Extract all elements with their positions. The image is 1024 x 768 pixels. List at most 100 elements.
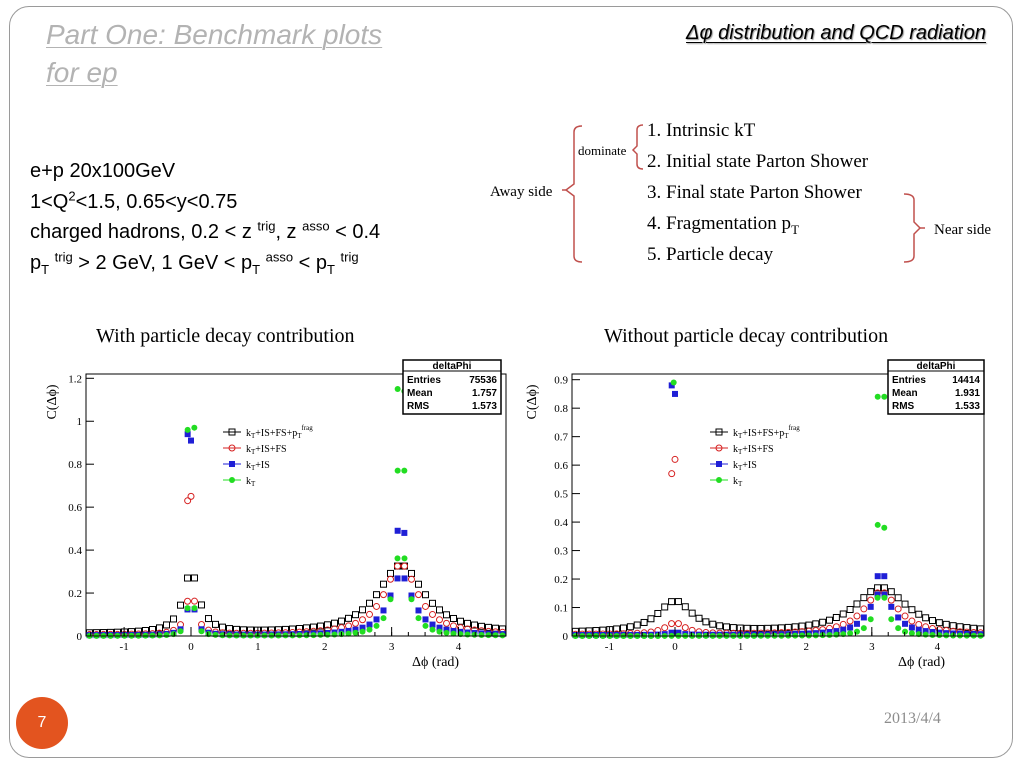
info-pt-sub: T <box>41 261 50 277</box>
data-point <box>668 470 676 478</box>
slide-title-line1: Part One: Benchmark plots <box>46 19 383 50</box>
y-tick-label: 0.6 <box>68 502 82 514</box>
data-point <box>212 620 219 628</box>
data-point <box>894 594 902 602</box>
data-point <box>184 605 191 612</box>
legend-marker-fs <box>228 444 236 452</box>
data-point <box>867 596 875 604</box>
info-pt-text2: < p <box>293 251 327 274</box>
data-point <box>408 596 415 603</box>
data-point <box>654 609 662 617</box>
data-point <box>840 626 847 633</box>
data-point <box>688 609 696 617</box>
stats-name: deltaPhi <box>433 361 472 372</box>
away-side-label: Away side <box>490 184 553 200</box>
data-point <box>943 632 950 639</box>
x-tick-label: 1 <box>738 641 744 653</box>
data-point <box>922 614 930 622</box>
near-side-label: Near side <box>934 222 991 238</box>
data-point <box>401 467 408 474</box>
data-point <box>935 619 943 627</box>
data-point <box>881 591 888 598</box>
data-point <box>310 623 317 631</box>
stats-mean-value: 1.931 <box>955 388 980 399</box>
data-point <box>387 575 394 583</box>
data-point <box>671 455 679 463</box>
data-point <box>626 623 634 631</box>
x-tick-label: 2 <box>803 641 809 653</box>
data-point <box>275 632 282 639</box>
data-point <box>387 592 394 599</box>
data-point <box>812 632 819 639</box>
data-point <box>380 615 387 622</box>
data-point <box>633 621 641 629</box>
data-point <box>212 631 219 638</box>
data-point <box>485 632 492 639</box>
legend-label-fs: kT+IS+FS <box>733 444 774 456</box>
data-point <box>874 591 881 598</box>
data-point <box>401 562 408 570</box>
data-point <box>366 621 373 628</box>
info-line-pt: pT trig > 2 GeV, 1 GeV < pT asso < pT tr… <box>30 248 380 279</box>
stats-entries-value: 14414 <box>952 375 980 386</box>
legend-marker-frag <box>228 428 236 436</box>
y-tick-label: 0 <box>563 631 569 643</box>
data-point <box>826 616 833 624</box>
data-point <box>366 610 373 618</box>
info-z-sep: , z <box>275 221 303 243</box>
data-point <box>184 426 191 433</box>
data-point <box>956 623 964 631</box>
data-point <box>908 630 915 637</box>
x-axis-label: Δϕ (rad) <box>412 655 459 670</box>
data-point <box>750 624 758 632</box>
data-point <box>345 614 352 622</box>
info-z-max: < 0.4 <box>329 221 381 243</box>
data-point <box>860 625 867 632</box>
data-point <box>296 632 303 639</box>
data-point <box>443 629 450 636</box>
data-point <box>380 580 387 588</box>
info-z-asso: asso <box>302 218 330 234</box>
data-point <box>191 597 198 605</box>
diagram-item-3: 3. Final state Parton Shower <box>647 182 862 203</box>
data-point <box>860 614 867 621</box>
data-point <box>867 588 875 596</box>
data-point <box>915 626 922 633</box>
data-point <box>163 631 170 638</box>
data-point <box>702 618 710 626</box>
stats-box: deltaPhi Entries 14414 Mean 1.931 RMS 1.… <box>887 359 985 415</box>
legend-label-kt: kT <box>246 476 256 488</box>
y-axis-label: C(Δϕ) <box>45 384 60 419</box>
data-point <box>177 628 184 635</box>
data-point <box>184 431 191 438</box>
data-point <box>156 624 163 632</box>
legend-marker-is <box>229 461 235 467</box>
y-tick-label: 0.6 <box>554 460 568 472</box>
data-point <box>478 622 485 630</box>
y-tick-label: 0.8 <box>554 403 568 415</box>
data-point <box>791 623 799 631</box>
data-point <box>394 467 401 474</box>
data-point <box>352 619 359 627</box>
diagram-item-5: 5. Particle decay <box>647 244 774 265</box>
x-tick-label: 0 <box>188 641 194 653</box>
data-point <box>303 624 310 632</box>
data-point <box>443 611 450 619</box>
data-point <box>674 620 682 628</box>
stats-rms-label: RMS <box>892 401 915 412</box>
plot-axes: 0 0.1 0.2 0.3 0.4 0.5 0.6 0.7 0.8 0.9 -1 0 1 2 3 4 <box>554 375 971 653</box>
y-tick-label: 0.4 <box>554 517 568 529</box>
y-tick-label: 0.8 <box>68 459 82 471</box>
y-tick-label: 1.2 <box>68 373 82 385</box>
legend: kT+IS+FS+pTfrag kT+IS+FS kT+IS kT <box>710 424 800 488</box>
x-tick-label: 2 <box>322 641 328 653</box>
data-point <box>492 632 499 639</box>
data-point <box>478 631 485 638</box>
data-point <box>771 624 779 632</box>
data-point <box>429 599 436 607</box>
data-point <box>282 632 289 639</box>
page-number-badge: 7 <box>16 697 68 749</box>
info-pt-asso: asso <box>265 248 294 264</box>
info-pt-p: p <box>30 251 42 274</box>
data-point <box>429 610 436 618</box>
